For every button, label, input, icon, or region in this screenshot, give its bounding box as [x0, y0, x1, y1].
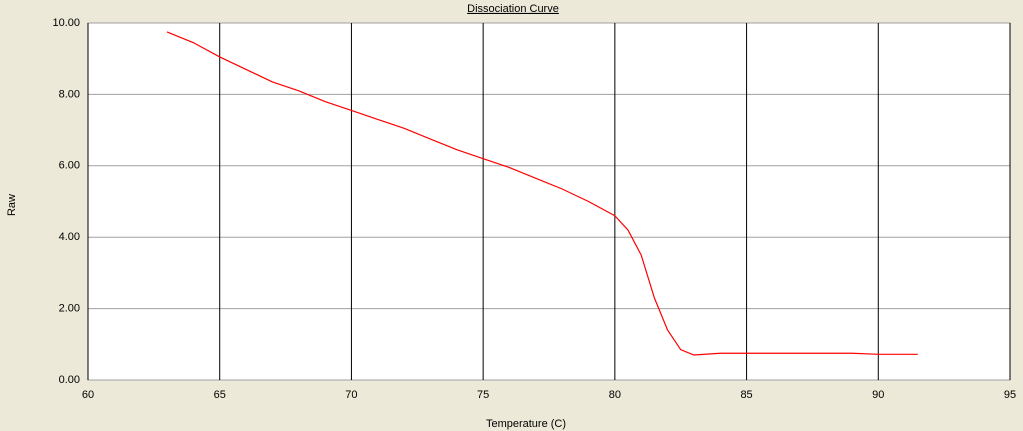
y-tick-label: 0.00	[59, 374, 80, 386]
x-tick-label: 80	[609, 389, 621, 401]
plot-area	[87, 22, 1011, 381]
x-tick-label: 60	[82, 389, 94, 401]
chart-title: Dissociation Curve	[467, 3, 559, 15]
x-tick-label: 95	[1004, 389, 1016, 401]
y-tick-label: 4.00	[59, 231, 80, 243]
x-axis-label: Temperature (C)	[486, 418, 566, 430]
y-tick-label: 8.00	[59, 88, 80, 100]
x-tick-label: 70	[345, 389, 357, 401]
x-tick-label: 65	[214, 389, 226, 401]
x-tick-label: 75	[477, 389, 489, 401]
y-tick-label: 10.00	[52, 17, 80, 29]
x-tick-label: 85	[740, 389, 752, 401]
x-tick-label: 90	[872, 389, 884, 401]
data-line	[166, 31, 918, 356]
y-tick-label: 2.00	[59, 303, 80, 315]
y-tick-label: 6.00	[59, 160, 80, 172]
y-axis-label: Raw	[6, 194, 18, 216]
